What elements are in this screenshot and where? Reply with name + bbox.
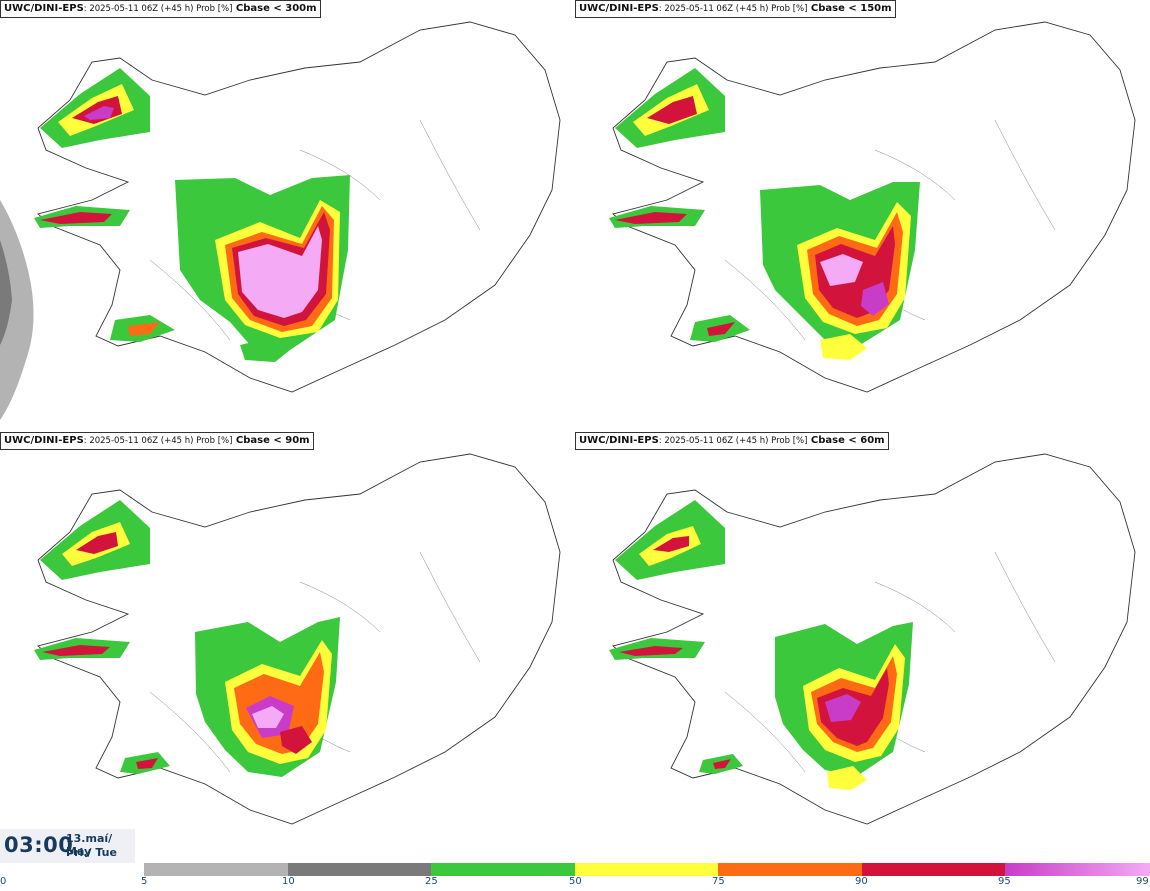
colorbar-tick: 0 [0,876,7,887]
colorbar-tick: 75 [712,876,725,887]
probability-map [34,453,561,825]
variable-label: Cbase < 90m [232,435,310,446]
map-panel-cbase-300m: UWC/DINI-EPS: 2025-05-11 06Z (+45 h) Pro… [0,0,575,432]
colorbar-bin [288,863,431,876]
model-name: UWC/DINI-EPS [579,3,659,14]
colorbar-bin [144,863,288,876]
variable-label: Cbase < 150m [807,3,892,14]
probability-shading [34,68,350,362]
colorbar-tick: 90 [855,876,868,887]
run-info: : 2025-05-11 06Z (+45 h) Prob [%] [658,436,808,446]
valid-time: 03:00 [4,833,74,857]
map-panel-cbase-60m: UWC/DINI-EPS: 2025-05-11 06Z (+45 h) Pro… [575,432,1150,864]
panel-title: UWC/DINI-EPS: 2025-05-11 06Z (+45 h) Pro… [0,0,321,18]
colorbar-bin [575,863,718,876]
valid-weekday: Þri./ Tue [66,846,117,859]
probability-shading [609,68,920,360]
panel-title: UWC/DINI-EPS: 2025-05-11 06Z (+45 h) Pro… [575,0,896,18]
colorbar-tick: 50 [569,876,582,887]
colorbar-bin [431,863,575,876]
model-name: UWC/DINI-EPS [4,3,84,14]
variable-label: Cbase < 60m [807,435,885,446]
variable-label: Cbase < 300m [232,3,317,14]
model-name: UWC/DINI-EPS [4,435,84,446]
valid-date: 13.maí/ May [66,832,113,858]
probability-map [609,21,1136,393]
ocean-fog-field [0,200,34,420]
colorbar [144,863,1150,876]
colorbar-bin [718,863,862,876]
colorbar-tick: 5 [141,876,148,887]
run-info: : 2025-05-11 06Z (+45 h) Prob [%] [658,4,808,14]
panel-title: UWC/DINI-EPS: 2025-05-11 06Z (+45 h) Pro… [0,432,314,450]
probability-shading [34,500,340,777]
colorbar-tick: 99 [1136,876,1149,887]
map-panel-cbase-90m: UWC/DINI-EPS: 2025-05-11 06Z (+45 h) Pro… [0,432,575,864]
probability-map [609,453,1136,825]
map-panel-cbase-150m: UWC/DINI-EPS: 2025-05-11 06Z (+45 h) Pro… [575,0,1150,432]
probability-map [0,21,561,420]
colorbar-tick: 10 [282,876,295,887]
run-info: : 2025-05-11 06Z (+45 h) Prob [%] [83,4,233,14]
valid-time-box: 03:00 13.maí/ May Þri./ Tue [0,829,135,863]
colorbar-tick: 95 [998,876,1011,887]
run-info: : 2025-05-11 06Z (+45 h) Prob [%] [83,436,233,446]
probability-shading [609,500,913,790]
colorbar-bin [1005,863,1150,876]
colorbar-tick: 25 [425,876,438,887]
colorbar-bin [862,863,1005,876]
model-name: UWC/DINI-EPS [579,435,659,446]
panel-title: UWC/DINI-EPS: 2025-05-11 06Z (+45 h) Pro… [575,432,889,450]
